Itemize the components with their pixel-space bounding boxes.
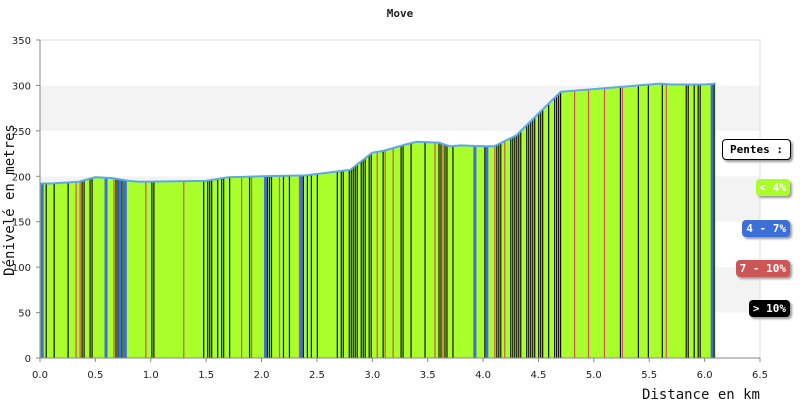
- y-tick-labels: 0 50 100 150 200 250 300 350: [12, 36, 40, 365]
- x-tick-label: 2.0: [254, 370, 270, 381]
- y-tick-label: 150: [12, 218, 31, 229]
- y-tick-label: 250: [12, 127, 31, 138]
- x-tick-label: 0.0: [32, 370, 48, 381]
- chart-title: Move: [387, 7, 414, 20]
- x-tick-label: 1.5: [198, 370, 214, 381]
- legend-item: < 4%: [755, 179, 790, 196]
- legend-item: 4 - 7%: [742, 220, 790, 237]
- y-tick-label: 50: [18, 309, 31, 320]
- x-tick-label: 4.0: [475, 370, 491, 381]
- y-tick-label: 350: [12, 36, 31, 47]
- x-tick-label: 6.5: [752, 370, 768, 381]
- legend-item: 7 - 10%: [735, 260, 790, 277]
- legend-title: Pentes :: [722, 139, 791, 160]
- chart-axes: [39, 40, 760, 359]
- x-tick-label: 2.5: [309, 370, 325, 381]
- y-tick-label: 100: [12, 263, 31, 274]
- grid-band: [40, 40, 760, 86]
- profile-outline: [40, 82, 716, 185]
- x-tick-label: 1.0: [143, 370, 159, 381]
- y-tick-label: 200: [12, 172, 31, 183]
- x-axis-title: Distance en km: [642, 387, 760, 400]
- x-tick-label: 0.5: [87, 370, 103, 381]
- x-tick-label: 3.5: [420, 370, 436, 381]
- x-tick-label: 4.5: [531, 370, 547, 381]
- x-tick-label: 5.0: [586, 370, 602, 381]
- y-axis-title: Dénivelé en metres: [2, 124, 18, 276]
- x-tick-label: 6.0: [697, 370, 713, 381]
- x-tick-label: 3.0: [364, 370, 380, 381]
- x-tick-labels: 0.0 0.5 1.0 1.5 2.0 2.5 3.0 3.5 4.0 4.5 5.0 5.5 6.0 6…: [32, 358, 768, 381]
- x-tick-label: 5.5: [641, 370, 657, 381]
- legend-item: > 10%: [748, 300, 790, 317]
- profile-area: [40, 83, 716, 359]
- y-tick-label: 0: [25, 354, 31, 365]
- y-tick-label: 300: [12, 81, 31, 92]
- elevation-profile: [40, 82, 716, 359]
